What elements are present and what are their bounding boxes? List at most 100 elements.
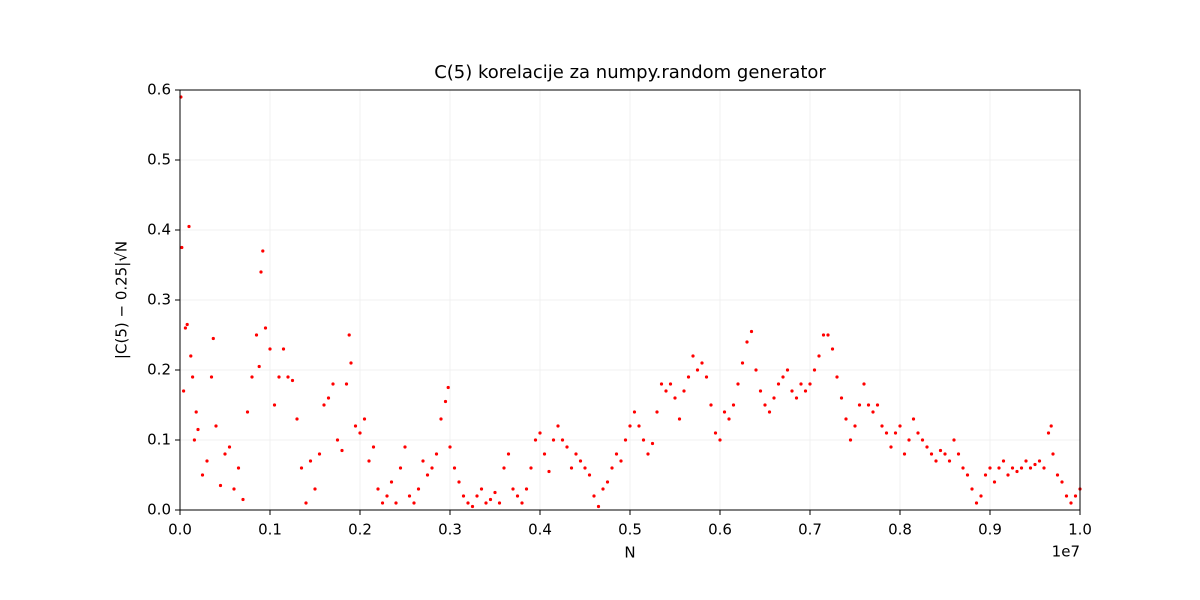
point	[623, 438, 628, 442]
point	[398, 466, 403, 470]
point	[497, 501, 502, 505]
point	[785, 368, 790, 372]
point	[257, 364, 261, 369]
point	[295, 417, 299, 421]
point	[443, 399, 448, 404]
point	[389, 480, 394, 484]
point	[745, 340, 749, 344]
point	[943, 452, 947, 456]
point	[340, 448, 344, 453]
point	[430, 466, 434, 470]
point	[344, 382, 349, 386]
point	[767, 410, 772, 414]
point	[362, 417, 367, 421]
point	[736, 382, 740, 386]
point	[880, 424, 884, 428]
point	[502, 466, 506, 470]
y-tick-label: 0.3	[147, 291, 171, 309]
point	[844, 417, 848, 421]
point	[533, 438, 538, 442]
point	[907, 438, 911, 442]
point	[189, 354, 193, 358]
point	[691, 354, 695, 358]
point	[821, 333, 826, 337]
point	[628, 424, 632, 428]
point	[263, 326, 268, 330]
point	[718, 438, 722, 442]
point	[682, 389, 686, 393]
point	[371, 445, 376, 449]
point	[673, 396, 677, 400]
y-axis-label: |C(5) − 0.25|√N	[113, 241, 131, 359]
point	[245, 410, 250, 414]
point	[192, 438, 196, 442]
point	[817, 354, 821, 358]
point	[853, 424, 857, 428]
point	[317, 452, 322, 456]
point	[1055, 473, 1060, 477]
point	[506, 452, 511, 456]
point	[1033, 462, 1037, 467]
point	[524, 487, 529, 491]
point	[358, 431, 362, 435]
point	[646, 452, 650, 456]
point	[281, 347, 286, 351]
point	[592, 494, 596, 498]
point	[1019, 466, 1024, 470]
point	[1060, 480, 1064, 484]
point	[956, 452, 961, 456]
point	[835, 375, 839, 379]
point	[403, 445, 407, 449]
point	[587, 473, 592, 477]
point	[299, 466, 304, 470]
point	[637, 424, 641, 428]
point	[183, 326, 187, 330]
y-tick-label: 0.1	[147, 431, 171, 449]
point	[952, 438, 956, 442]
point	[376, 487, 380, 491]
point	[1024, 459, 1028, 463]
point	[866, 403, 871, 407]
x-tick-label: 0.6	[708, 521, 732, 539]
point	[893, 431, 898, 435]
point	[713, 431, 718, 435]
point	[538, 431, 542, 435]
point	[569, 466, 574, 470]
point	[272, 403, 277, 407]
point	[290, 378, 295, 383]
point	[209, 375, 214, 379]
point	[1046, 431, 1051, 435]
point	[605, 480, 610, 484]
point	[763, 403, 767, 407]
x-axis-label: N	[624, 544, 635, 562]
point	[740, 361, 745, 365]
point	[889, 445, 893, 449]
point	[727, 417, 731, 421]
point	[970, 487, 974, 491]
point	[961, 466, 965, 470]
point	[326, 396, 331, 400]
point	[416, 487, 421, 491]
point	[322, 403, 326, 407]
point	[578, 459, 583, 463]
point	[916, 431, 920, 435]
point	[826, 333, 830, 337]
point	[565, 445, 569, 449]
point	[200, 473, 205, 477]
point	[920, 438, 925, 442]
point	[187, 224, 191, 229]
point	[511, 487, 515, 491]
point	[286, 375, 290, 379]
point	[250, 375, 254, 379]
x-tick-label: 0.2	[348, 521, 372, 539]
point	[205, 459, 209, 463]
point	[781, 375, 785, 379]
point	[709, 403, 713, 407]
point	[929, 452, 934, 456]
point	[446, 385, 450, 390]
point	[434, 452, 439, 456]
point	[214, 424, 218, 428]
point	[848, 438, 853, 442]
y-tick-label: 0.6	[147, 81, 171, 99]
point	[934, 459, 938, 463]
